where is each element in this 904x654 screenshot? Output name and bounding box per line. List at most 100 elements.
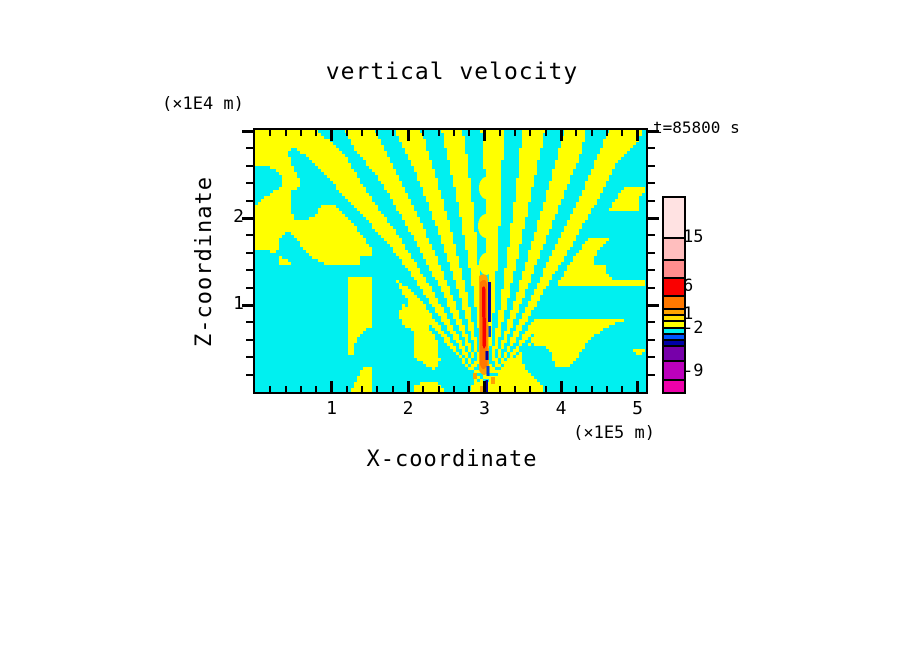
x-tick <box>299 386 302 392</box>
x-axis-unit-label: (×1E5 m) <box>573 423 655 443</box>
y-tick <box>246 182 253 185</box>
y-tick <box>242 129 253 133</box>
y-tick <box>246 199 253 202</box>
y-tick <box>648 147 655 150</box>
x-tick <box>483 381 486 392</box>
y-tick <box>648 356 655 359</box>
x-tick <box>483 130 486 141</box>
y-tick <box>648 321 655 324</box>
colorbar-level-label: 1 <box>683 304 694 324</box>
y-tick <box>246 321 253 324</box>
x-tick <box>575 130 578 136</box>
y-tick <box>648 338 655 341</box>
x-tick <box>605 386 608 392</box>
x-tick <box>514 130 517 136</box>
x-tick <box>636 130 639 141</box>
x-tick <box>544 386 547 392</box>
y-tick <box>648 164 655 167</box>
positive-band-cells <box>255 130 645 392</box>
y-tick <box>242 216 253 220</box>
colorbar-segment <box>664 237 684 259</box>
x-tick <box>559 130 563 141</box>
x-tick <box>391 386 394 392</box>
plot-area <box>242 128 659 394</box>
x-tick <box>315 386 318 392</box>
x-tick <box>284 130 287 136</box>
y-tick <box>246 164 253 167</box>
y-tick <box>648 251 655 254</box>
x-tick <box>330 130 333 141</box>
y-tick <box>246 269 253 272</box>
x-tick <box>330 381 333 392</box>
x-tick <box>575 386 578 392</box>
x-tick-label: 4 <box>555 398 567 419</box>
x-tick-label: 2 <box>402 398 414 419</box>
x-tick <box>376 130 379 136</box>
y-tick <box>246 373 253 376</box>
colorbar-segment <box>664 308 684 314</box>
y-tick <box>246 251 253 254</box>
colorbar-segment <box>664 339 684 345</box>
x-tick <box>559 381 563 392</box>
x-tick <box>544 130 547 136</box>
y-tick <box>648 234 655 237</box>
colorbar-segment <box>664 379 684 392</box>
x-tick <box>590 386 593 392</box>
x-tick <box>376 386 379 392</box>
x-tick <box>529 130 532 136</box>
updraft-core <box>479 274 489 375</box>
downdraft-streaks <box>485 282 492 392</box>
y-tick <box>246 286 253 289</box>
y-tick <box>246 338 253 341</box>
colorbar-level-label: -9 <box>683 361 704 381</box>
colorbar-level-label: 6 <box>683 276 694 296</box>
y-tick <box>648 216 659 220</box>
x-tick <box>498 130 501 136</box>
y-axis-title: Z-coordinate <box>192 176 217 347</box>
colorbar-segment <box>664 360 684 379</box>
x-tick <box>468 130 471 136</box>
colorbar-segment <box>664 277 684 295</box>
colorbar-segment <box>664 345 684 360</box>
x-tick <box>452 386 455 392</box>
x-tick <box>498 386 501 392</box>
colorbar-segment <box>664 333 684 339</box>
x-tick <box>345 386 348 392</box>
x-tick <box>452 130 455 136</box>
colorbar-segment <box>664 314 684 320</box>
x-tick <box>391 130 394 136</box>
y-tick <box>246 356 253 359</box>
x-tick <box>361 130 364 136</box>
x-tick <box>284 386 287 392</box>
y-tick-label: 2 <box>233 206 244 227</box>
x-tick <box>345 130 348 136</box>
x-tick <box>361 386 364 392</box>
y-tick <box>648 199 655 202</box>
x-tick <box>529 386 532 392</box>
y-tick <box>246 234 253 237</box>
x-tick <box>406 130 410 141</box>
x-tick <box>605 130 608 136</box>
x-tick <box>315 130 318 136</box>
colorbar <box>662 196 686 394</box>
time-annotation: t=85800 s <box>653 118 740 137</box>
x-tick-label: 1 <box>326 398 337 419</box>
colorbar-segment <box>664 295 684 308</box>
figure-title: vertical velocity <box>325 59 579 85</box>
colorbar-segment <box>664 259 684 277</box>
x-tick <box>406 381 410 392</box>
x-tick-label: 5 <box>632 398 643 419</box>
x-tick-label: 3 <box>479 398 490 419</box>
y-tick <box>648 286 655 289</box>
y-tick <box>648 129 659 133</box>
y-tick <box>648 182 655 185</box>
x-tick <box>269 130 272 136</box>
colorbar-segment <box>664 327 684 333</box>
x-tick <box>636 381 639 392</box>
colorbar-segment <box>664 320 684 327</box>
x-tick <box>437 130 440 136</box>
y-tick <box>242 303 253 307</box>
near-surface-amber-specks <box>473 373 495 392</box>
x-tick <box>621 130 624 136</box>
